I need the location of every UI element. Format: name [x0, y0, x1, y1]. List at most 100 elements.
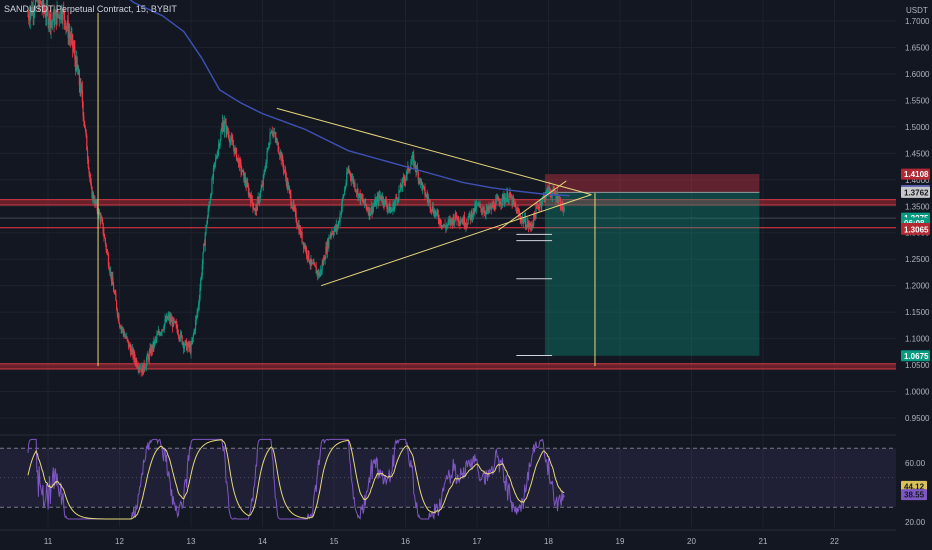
candle-body: [458, 222, 460, 223]
candle-body: [277, 142, 279, 152]
candle-body: [28, 15, 30, 20]
candle-body: [430, 208, 432, 210]
moving-average-line: [129, 0, 570, 197]
candle-body: [122, 328, 124, 333]
candle-body: [476, 203, 478, 205]
candle-body: [291, 204, 293, 208]
candle-body: [384, 199, 387, 201]
candle-body: [349, 172, 352, 177]
candle-body: [340, 213, 342, 215]
long-short-position-tool[interactable]: [544, 174, 760, 356]
candle-body: [291, 207, 293, 209]
candle-body: [110, 271, 112, 282]
candle-body: [561, 202, 563, 210]
candle-body: [461, 220, 463, 223]
candle-body: [393, 203, 395, 211]
candle-body: [120, 327, 122, 329]
candle-body: [66, 26, 68, 28]
price-axis[interactable]: USDT 1.7000 1.6500 1.6000 1.5500 1.5000 1.4500…: [898, 0, 932, 550]
candle-body: [510, 192, 512, 199]
candle-body: [303, 244, 305, 248]
candle-body: [413, 154, 415, 166]
candle-body: [40, 1, 42, 7]
candle-body: [165, 316, 168, 322]
candle-body: [462, 220, 464, 224]
price-tick-label: 1.6500: [905, 43, 930, 52]
candle-body: [138, 367, 140, 370]
candle-body: [71, 34, 73, 36]
candle-body: [198, 299, 200, 305]
candle-body: [282, 163, 285, 171]
candle-body: [520, 218, 522, 222]
candle-body: [404, 178, 407, 182]
candle-body: [52, 11, 54, 21]
candle-body: [305, 247, 307, 250]
candle-body: [143, 362, 145, 370]
candle-body: [343, 194, 345, 197]
candle-body: [344, 186, 346, 190]
candle-body: [276, 140, 278, 142]
candle-body: [102, 222, 104, 234]
candle-body: [308, 250, 310, 261]
time-axis[interactable]: 11 12 13 14 15 16 17 18 19 20 21 22: [0, 529, 896, 546]
candle-body: [390, 210, 393, 212]
candle-body: [100, 217, 102, 222]
candle-body: [259, 198, 261, 203]
candle-body: [118, 314, 120, 324]
candle-body: [483, 210, 485, 213]
candle-body: [503, 195, 505, 202]
price-tick-label: 1.0500: [905, 361, 930, 370]
rsi-tick-label: 20.00: [905, 518, 926, 527]
candle-body: [448, 220, 450, 222]
candle-body: [331, 232, 333, 235]
candle-body: [207, 208, 209, 217]
candle-body: [327, 240, 329, 247]
candle-body: [396, 198, 398, 201]
candle-body: [212, 167, 215, 179]
candle-body: [530, 223, 532, 227]
candle-body: [109, 270, 111, 274]
candle-body: [91, 187, 93, 198]
candle-body: [151, 346, 153, 351]
candle-body: [407, 166, 410, 172]
candle-body: [104, 238, 107, 245]
candle-body: [182, 342, 184, 344]
candle-body: [163, 323, 165, 330]
candle-body: [323, 257, 325, 264]
candle-body: [140, 368, 142, 373]
candle-body: [536, 205, 539, 208]
candle-body: [139, 367, 141, 370]
time-tick-label: 20: [687, 537, 696, 546]
candle-body: [433, 212, 435, 216]
candle-body: [160, 332, 162, 334]
candle-body: [183, 342, 185, 349]
candle-body: [270, 132, 272, 134]
candle-body: [247, 182, 249, 187]
candle-body: [190, 344, 192, 353]
trend-drawings[interactable]: [97, 13, 596, 367]
candle-body: [538, 206, 540, 209]
candle-body: [123, 332, 125, 337]
candle-body: [357, 188, 359, 198]
candle-body: [563, 207, 565, 211]
candle-body: [356, 188, 358, 193]
candle-body: [34, 0, 37, 11]
candle-body: [194, 320, 197, 331]
candle-body: [276, 140, 279, 143]
candle-body: [171, 319, 173, 323]
candle-body: [80, 84, 82, 93]
candle-body: [489, 205, 492, 208]
candle-body: [398, 190, 400, 200]
candle-body: [77, 67, 79, 75]
candle-body: [448, 219, 451, 221]
candle-body: [273, 133, 276, 135]
candle-body: [423, 186, 425, 188]
candle-body: [425, 195, 427, 197]
candle-body: [490, 205, 492, 210]
candle-body: [108, 265, 110, 271]
candle-body: [324, 258, 326, 261]
candle-body: [187, 342, 189, 346]
candle-body: [377, 196, 379, 204]
candle-body: [92, 193, 94, 198]
